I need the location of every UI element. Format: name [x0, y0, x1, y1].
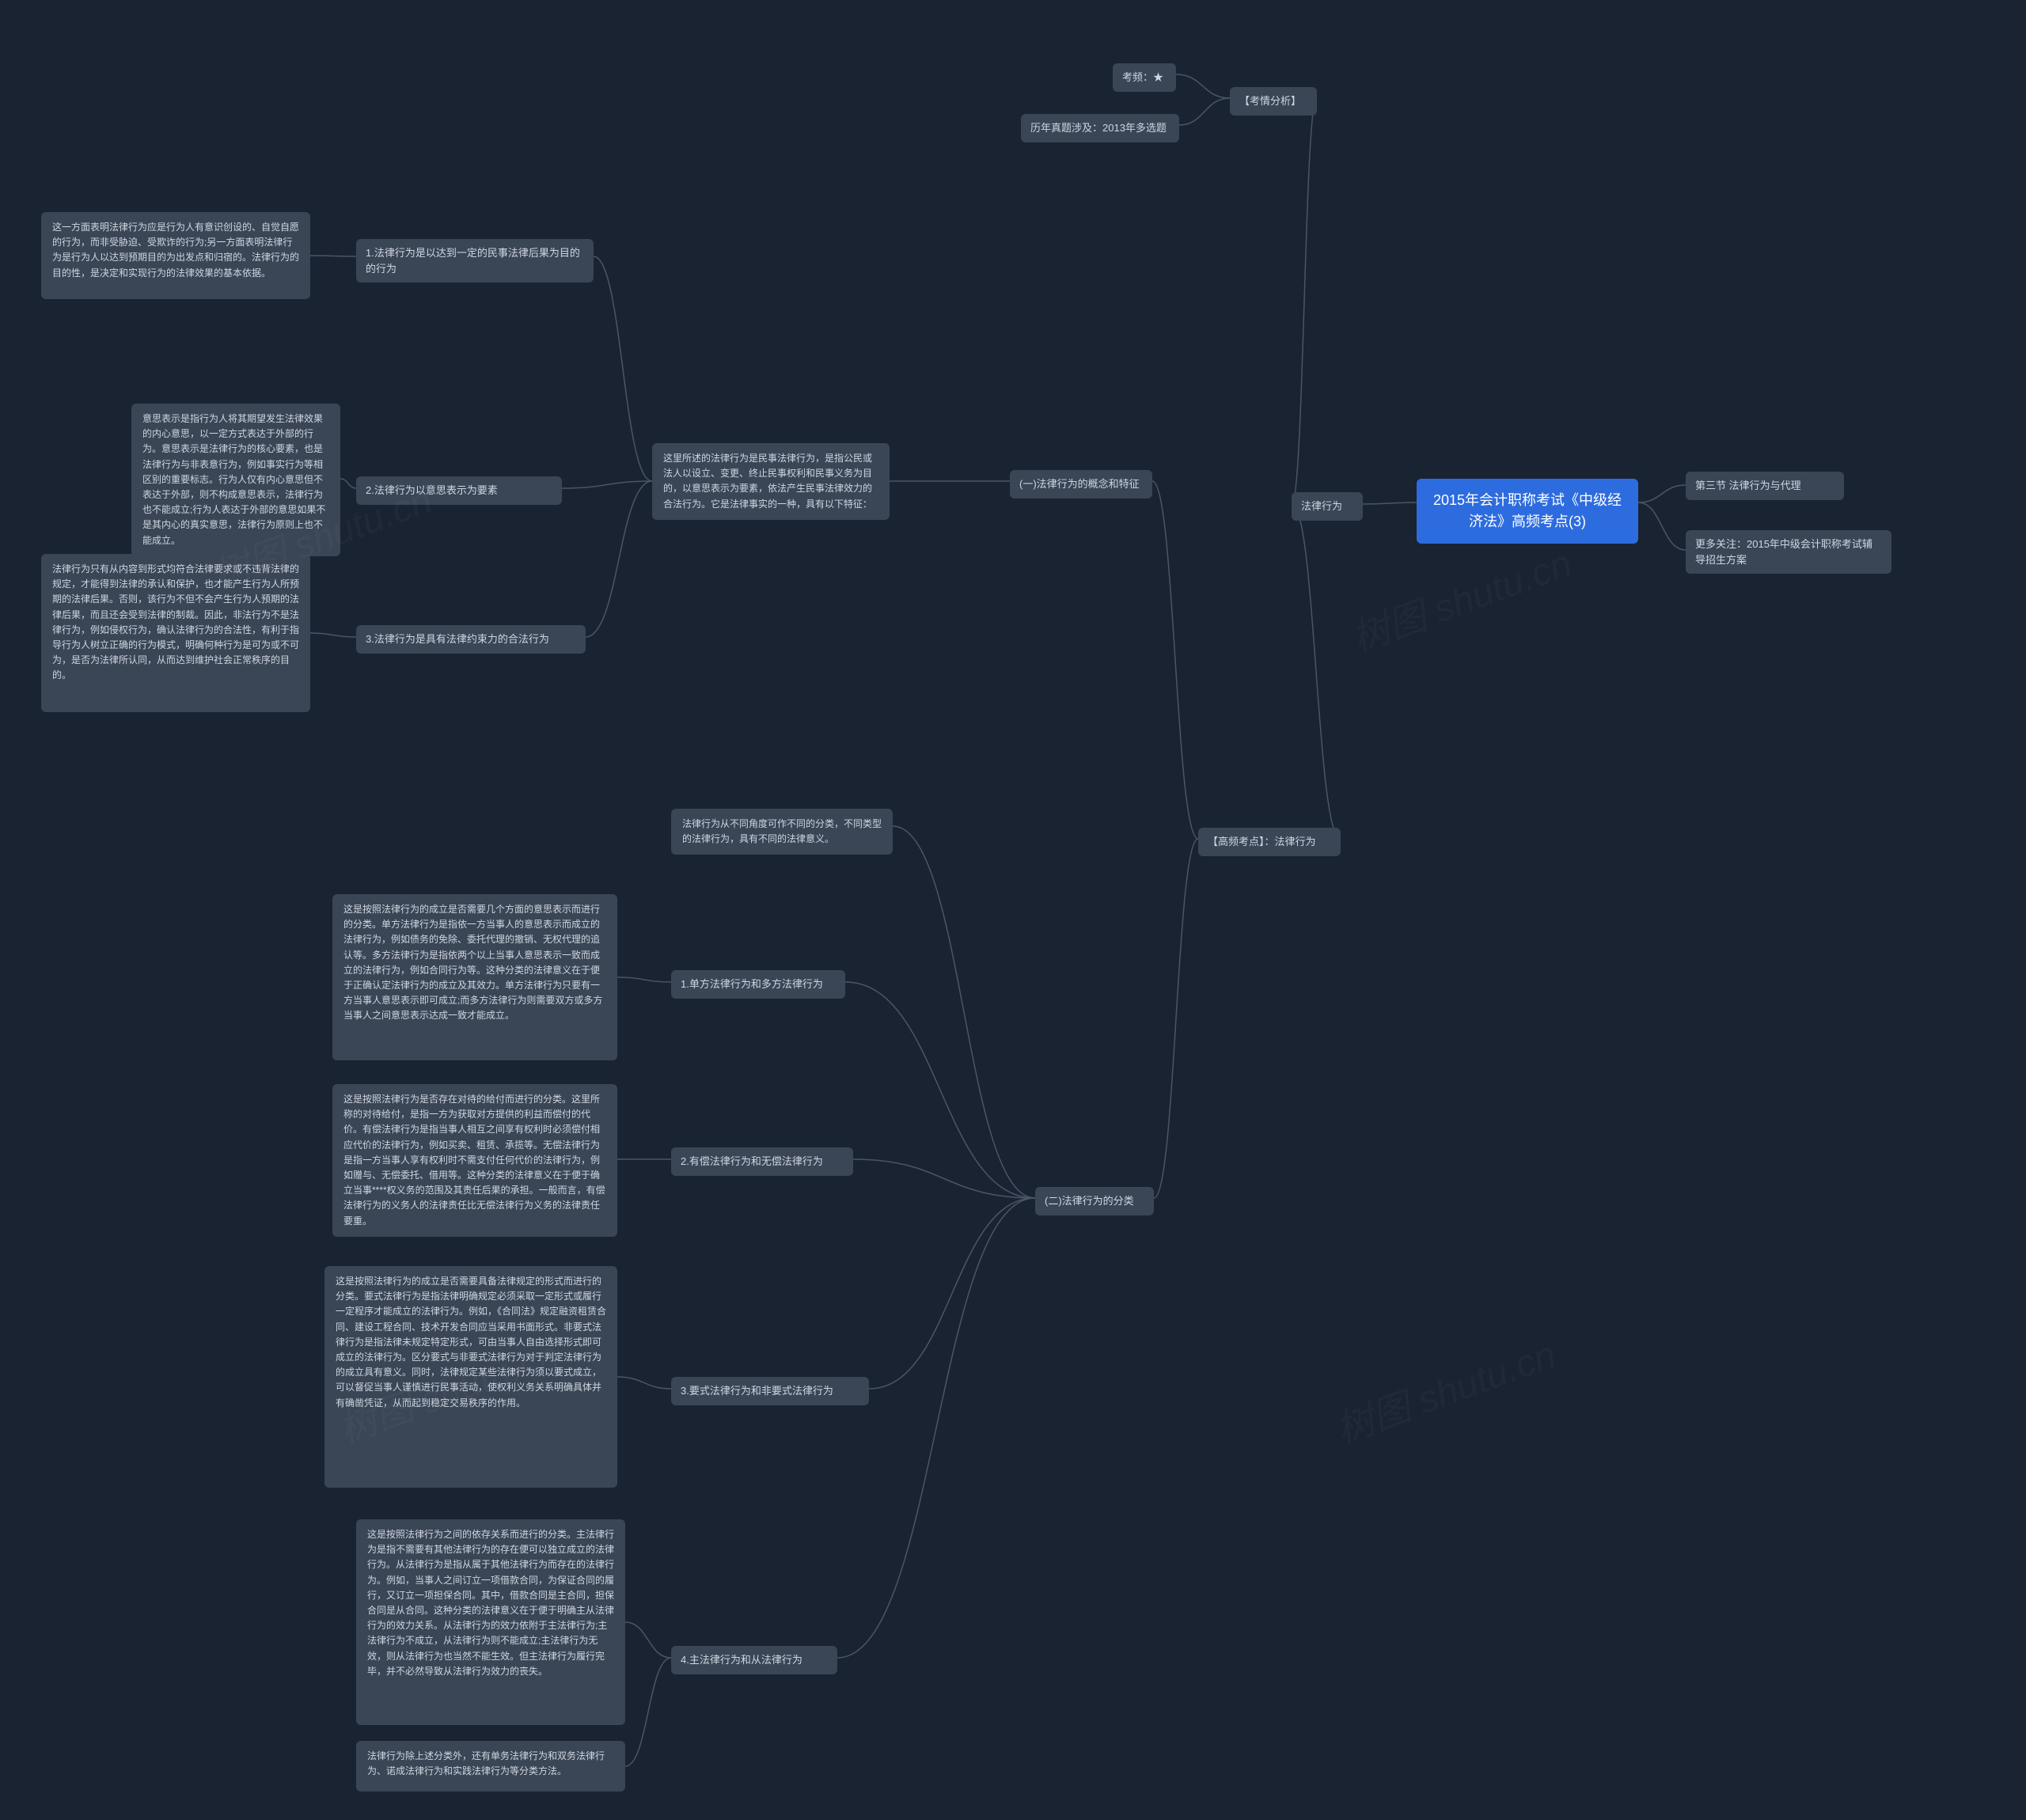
mindmap-node-d3: 3.法律行为是具有法律约束力的合法行为 — [356, 625, 586, 654]
mindmap-node-a1: 考频：★ — [1113, 63, 1176, 92]
connector — [1638, 502, 1686, 550]
connector — [837, 1198, 1035, 1658]
mindmap-node-e0: 法律行为从不同角度可作不同的分类，不同类型的法律行为，具有不同的法律意义。 — [671, 809, 893, 855]
connector — [869, 1198, 1035, 1389]
connector — [1638, 485, 1686, 502]
mindmap-node-e2t: 这是按照法律行为是否存在对待的给付而进行的分类。这里所称的对待给付，是指一方为获… — [332, 1084, 617, 1237]
mindmap-node-r2: 更多关注：2015年中级会计职称考试辅导招生方案 — [1686, 530, 1891, 574]
connector — [1154, 839, 1198, 1198]
mindmap-node-r1: 第三节 法律行为与代理 — [1686, 472, 1844, 500]
mindmap-node-root: 2015年会计职称考试《中级经济法》高频考点(3) — [1417, 479, 1638, 544]
mindmap-node-e4t: 这是按照法律行为之间的依存关系而进行的分类。主法律行为是指不需要有其他法律行为的… — [356, 1519, 625, 1725]
connector — [853, 1159, 1035, 1198]
connector — [310, 633, 356, 637]
connector — [1176, 74, 1230, 98]
mindmap-node-d2t: 意思表示是指行为人将其期望发生法律效果的内心意思，以一定方式表达于外部的行为。意… — [131, 404, 340, 556]
mindmap-node-e3t: 这是按照法律行为的成立是否需要具备法律规定的形式而进行的分类。要式法律行为是指法… — [324, 1266, 617, 1488]
mindmap-node-e2: 2.有偿法律行为和无偿法律行为 — [671, 1147, 853, 1176]
mindmap-node-d1: 1.法律行为是以达到一定的民事法律后果为目的的行为 — [356, 239, 594, 282]
mindmap-node-c1_desc: 这里所述的法律行为是民事法律行为，是指公民或法人以设立、变更、终止民事权利和民事… — [652, 443, 890, 520]
connector — [617, 977, 671, 982]
connector — [340, 479, 356, 488]
mindmap-node-d1t: 这一方面表明法律行为应是行为人有意识创设的、自觉自愿的行为，而非受胁迫、受欺诈的… — [41, 212, 310, 299]
connector — [1292, 98, 1317, 504]
mindmap-node-lroot: 法律行为 — [1292, 492, 1363, 521]
mindmap-node-d2: 2.法律行为以意思表示为要素 — [356, 476, 562, 505]
connector — [625, 1622, 671, 1658]
connector — [845, 982, 1035, 1198]
connector — [617, 1377, 671, 1389]
watermark: 树图 shutu.cn — [1343, 532, 1578, 662]
connector — [1179, 98, 1230, 125]
connector — [893, 826, 1035, 1198]
connector — [1152, 481, 1198, 839]
mindmap-node-c1: (一)法律行为的概念和特征 — [1010, 470, 1152, 499]
mindmap-node-b_p: 【高频考点】：法律行为 — [1198, 828, 1341, 856]
mindmap-node-e4: 4.主法律行为和从法律行为 — [671, 1646, 837, 1674]
connector — [1292, 504, 1341, 839]
mindmap-node-e4t2: 法律行为除上述分类外，还有单务法律行为和双务法律行为、诺成法律行为和实践法律行为… — [356, 1741, 625, 1792]
mindmap-node-a2: 历年真题涉及：2013年多选题 — [1021, 114, 1179, 142]
mindmap-node-a_p: 【考情分析】 — [1230, 87, 1317, 116]
mindmap-node-e1: 1.单方法律行为和多方法律行为 — [671, 970, 845, 999]
connector — [586, 481, 652, 637]
mindmap-node-e3: 3.要式法律行为和非要式法律行为 — [671, 1377, 869, 1405]
mindmap-node-d3t: 法律行为只有从内容到形式均符合法律要求或不违背法律的规定，才能得到法律的承认和保… — [41, 554, 310, 712]
mindmap-node-e1t: 这是按照法律行为的成立是否需要几个方面的意思表示而进行的分类。单方法律行为是指依… — [332, 894, 617, 1060]
connector — [1363, 502, 1417, 504]
connector — [594, 256, 652, 481]
connector — [562, 481, 652, 488]
connector — [625, 1658, 671, 1766]
watermark: 树图 shutu.cn — [1327, 1323, 1562, 1454]
mindmap-node-c2: (二)法律行为的分类 — [1035, 1187, 1154, 1215]
